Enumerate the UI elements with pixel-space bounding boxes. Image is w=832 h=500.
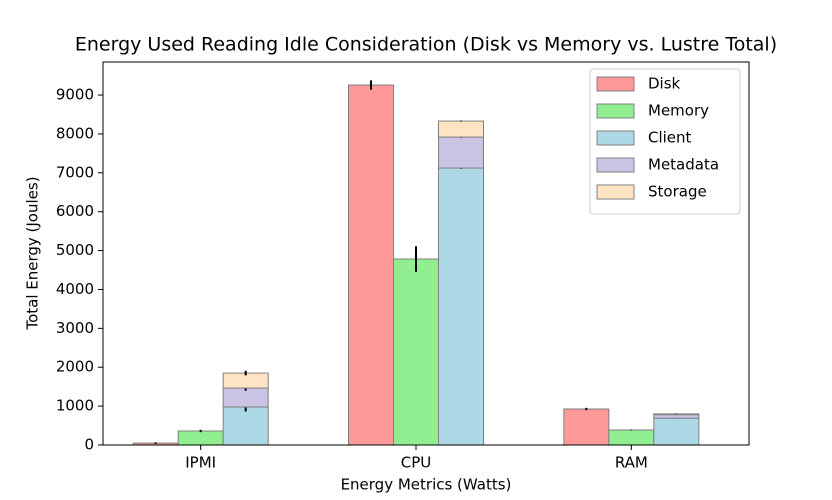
x-tick-label: CPU bbox=[401, 454, 432, 472]
y-axis-label: Total Energy (Joules) bbox=[24, 176, 42, 330]
chart-title: Energy Used Reading Idle Consideration (… bbox=[75, 34, 777, 56]
y-tick-label: 6000 bbox=[56, 202, 94, 220]
legend-swatch bbox=[596, 103, 635, 119]
legend-label: Memory bbox=[648, 102, 709, 120]
x-tick-label: RAM bbox=[615, 454, 648, 472]
y-tick-label: 5000 bbox=[56, 241, 94, 259]
legend-swatch bbox=[596, 130, 635, 146]
bar bbox=[222, 406, 269, 446]
y-tick-label: 0 bbox=[84, 436, 94, 454]
bar bbox=[393, 258, 439, 446]
x-tick-label: IPMI bbox=[185, 454, 216, 472]
legend-label: Metadata bbox=[648, 156, 719, 174]
legend-swatch bbox=[596, 184, 635, 200]
bar bbox=[653, 414, 700, 419]
plot-frame bbox=[102, 61, 750, 446]
bar bbox=[438, 120, 484, 138]
y-tick-label: 7000 bbox=[56, 163, 94, 181]
legend-label: Storage bbox=[648, 183, 707, 201]
bar bbox=[563, 408, 610, 446]
bar bbox=[222, 387, 269, 408]
bar bbox=[177, 430, 224, 446]
legend-label: Disk bbox=[648, 75, 681, 93]
y-tick-label: 1000 bbox=[56, 397, 94, 415]
bar bbox=[653, 417, 700, 446]
legend-swatch bbox=[596, 157, 635, 173]
legend-swatch bbox=[596, 76, 635, 92]
y-tick-label: 3000 bbox=[56, 319, 94, 337]
y-tick-label: 2000 bbox=[56, 358, 94, 376]
bar bbox=[438, 136, 484, 169]
bar bbox=[438, 167, 484, 446]
y-tick-label: 4000 bbox=[56, 280, 94, 298]
legend-label: Client bbox=[648, 129, 692, 147]
x-axis-label: Energy Metrics (Watts) bbox=[341, 476, 512, 494]
y-tick-label: 9000 bbox=[56, 86, 94, 104]
bar bbox=[348, 84, 394, 446]
y-tick-label: 8000 bbox=[56, 124, 94, 142]
bar bbox=[608, 429, 655, 446]
